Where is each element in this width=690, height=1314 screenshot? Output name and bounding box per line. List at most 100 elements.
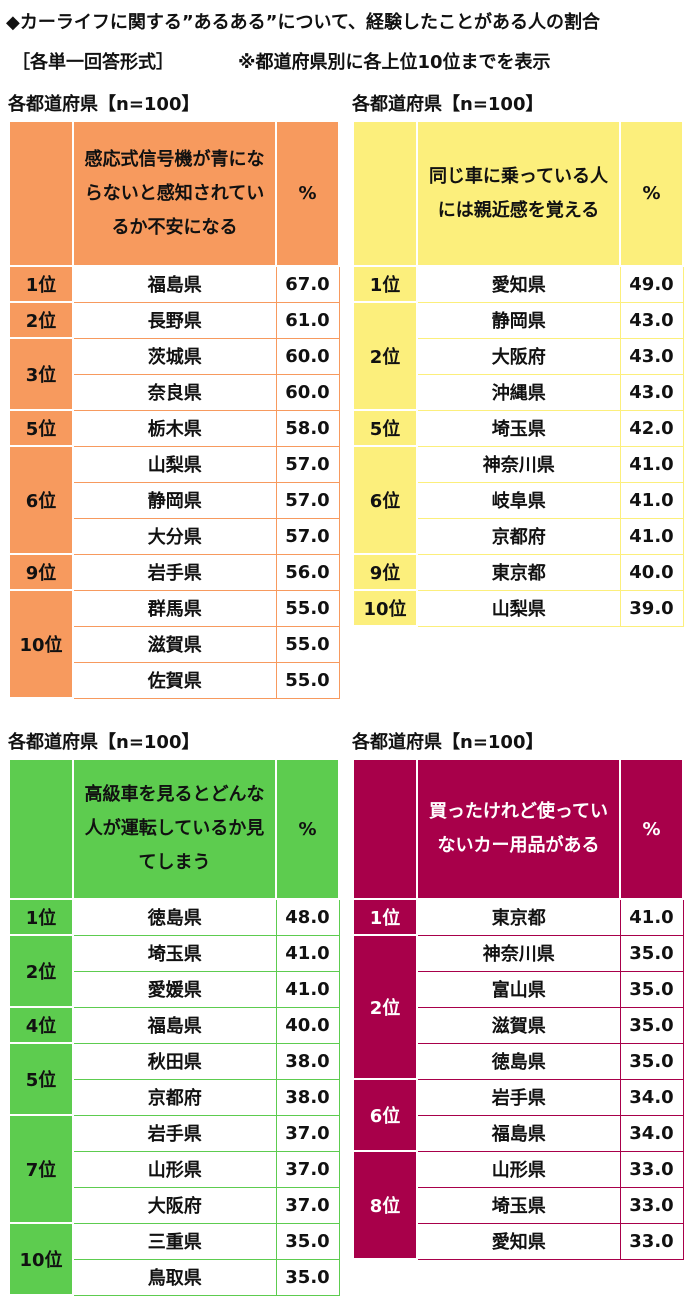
row: 4位 福島県 40.0: [8, 1006, 340, 1044]
percent: 43.0: [619, 301, 684, 339]
table-label: 各都道府県【n=100】: [352, 94, 544, 115]
prefecture: 愛知県: [416, 1222, 621, 1260]
prefecture: 神奈川県: [416, 934, 621, 972]
prefecture: 静岡県: [72, 481, 277, 519]
prefecture: 東京都: [416, 553, 621, 591]
rank: 2位: [8, 934, 74, 1008]
row: 愛知県 33.0: [353, 1222, 684, 1260]
table: 同じ車に乗っている人には親近感を覚える% 1位 愛知県 49.0 2位 静岡県 43.0 大阪…: [352, 120, 684, 627]
percent: 35.0: [619, 970, 684, 1008]
question: 感応式信号機が青にならないと感知されているか不安になる: [72, 120, 277, 267]
prefecture: 山梨県: [72, 445, 277, 483]
row: 2位 長野県 61.0: [8, 301, 340, 339]
row: 佐賀県 55.0: [9, 661, 340, 699]
row: 1位 福島県 67.0: [8, 265, 340, 303]
prefecture: 徳島県: [72, 898, 277, 936]
rank: 10位: [8, 1222, 74, 1296]
percent: 43.0: [619, 337, 684, 375]
row: 滋賀県 55.0: [9, 625, 340, 663]
row: 5位 栃木県 58.0: [8, 409, 340, 447]
prefecture: 山梨県: [416, 589, 621, 627]
ranking-table: 各都道府県【n=100】同じ車に乗っている人には親近感を覚える% 1位 愛知県 49.…: [352, 90, 684, 627]
row: 3位 茨城県 60.0: [8, 337, 340, 411]
row: 10位 群馬県 55.0: [8, 589, 340, 699]
percent: 37.0: [275, 1186, 340, 1224]
row: 大阪府 37.0: [9, 1186, 340, 1224]
prefecture: 福島県: [416, 1114, 621, 1152]
row: 徳島県 35.0: [353, 1042, 684, 1080]
rank: 9位: [352, 553, 418, 591]
percent: 60.0: [275, 373, 340, 411]
row: 鳥取県 35.0: [9, 1258, 340, 1296]
percent: 37.0: [275, 1150, 340, 1188]
note: ※都道府県別に各上位10位までを表示: [238, 52, 551, 73]
prefecture: 群馬県: [72, 589, 277, 627]
prefecture: 奈良県: [72, 373, 277, 411]
percent: 40.0: [619, 553, 684, 591]
row: 1位 愛知県 49.0: [352, 265, 684, 303]
rank: 5位: [352, 409, 418, 447]
question: 高級車を見るとどんな人が運転しているか見てしまう: [72, 758, 277, 900]
rank: 5位: [8, 409, 74, 447]
prefecture: 福島県: [72, 265, 277, 303]
prefecture: 山形県: [416, 1150, 621, 1188]
row: 9位 東京都 40.0: [352, 553, 684, 591]
prefecture: 富山県: [416, 970, 621, 1008]
row: 2位 埼玉県 41.0: [8, 934, 340, 1008]
prefecture: 埼玉県: [416, 1186, 621, 1224]
header-rank: [352, 758, 418, 900]
rank: 8位: [352, 1150, 418, 1260]
percent: 56.0: [275, 553, 340, 591]
row: 奈良県 60.0: [9, 373, 340, 411]
percent: 67.0: [275, 265, 340, 303]
percent: 34.0: [619, 1114, 684, 1152]
percent: 38.0: [275, 1042, 340, 1080]
prefecture: 滋賀県: [72, 625, 277, 663]
prefecture: 愛知県: [416, 265, 621, 303]
percent: 41.0: [619, 481, 684, 519]
ranking-table: 各都道府県【n=100】 買ったけれど使っていないカー用品がある% 1位 東京都 41.…: [352, 728, 684, 1260]
percent: 35.0: [275, 1222, 340, 1260]
prefecture: 愛媛県: [72, 970, 277, 1008]
percent: 55.0: [275, 625, 340, 663]
row: 福島県 34.0: [353, 1114, 684, 1152]
percent: 35.0: [619, 1042, 684, 1080]
prefecture: 徳島県: [416, 1042, 621, 1080]
prefecture: 神奈川県: [416, 445, 621, 483]
title: ◆カーライフに関する”あるある”について、経験したことがある人の割合: [6, 12, 601, 33]
percent: 41.0: [619, 517, 684, 555]
row: 滋賀県 35.0: [353, 1006, 684, 1044]
rank: 2位: [8, 301, 74, 339]
percent: 37.0: [275, 1114, 340, 1152]
rank: 3位: [8, 337, 74, 411]
table: 感応式信号機が青にならないと感知されているか不安になる% 1位 福島県 67.0 2位長…: [8, 120, 340, 699]
row: 埼玉県 33.0: [353, 1186, 684, 1224]
percent: 40.0: [275, 1006, 340, 1044]
rank: 9位: [8, 553, 74, 591]
prefecture: 東京都: [416, 898, 621, 936]
prefecture: 沖縄県: [416, 373, 621, 411]
prefecture: 滋賀県: [416, 1006, 621, 1044]
percent: 41.0: [275, 970, 340, 1008]
prefecture: 岐阜県: [416, 481, 621, 519]
prefecture: 京都府: [72, 1078, 277, 1116]
question: 同じ車に乗っている人には親近感を覚える: [416, 120, 621, 267]
header-row: 感応式信号機が青にならないと感知されているか不安になる%: [8, 120, 340, 267]
rank: 2位: [352, 934, 418, 1080]
prefecture: 大分県: [72, 517, 277, 555]
percent: 42.0: [619, 409, 684, 447]
row: 2位 神奈川県 35.0: [352, 934, 684, 1080]
rank: 6位: [352, 1078, 418, 1152]
prefecture: 京都府: [416, 517, 621, 555]
percent: 43.0: [619, 373, 684, 411]
header-rank: [8, 120, 74, 267]
row: 10位 山梨県 39.0: [352, 589, 684, 627]
percent: 38.0: [275, 1078, 340, 1116]
row: 6位 山梨県 57.0: [8, 445, 340, 555]
table: 高級車を見るとどんな人が運転しているか見てしまう% 1位 徳島県 48.0 2位 埼玉県 4…: [8, 758, 340, 1296]
percent: 57.0: [275, 517, 340, 555]
row: 山形県 37.0: [9, 1150, 340, 1188]
percent: 33.0: [619, 1150, 684, 1188]
percent: 35.0: [619, 1006, 684, 1044]
